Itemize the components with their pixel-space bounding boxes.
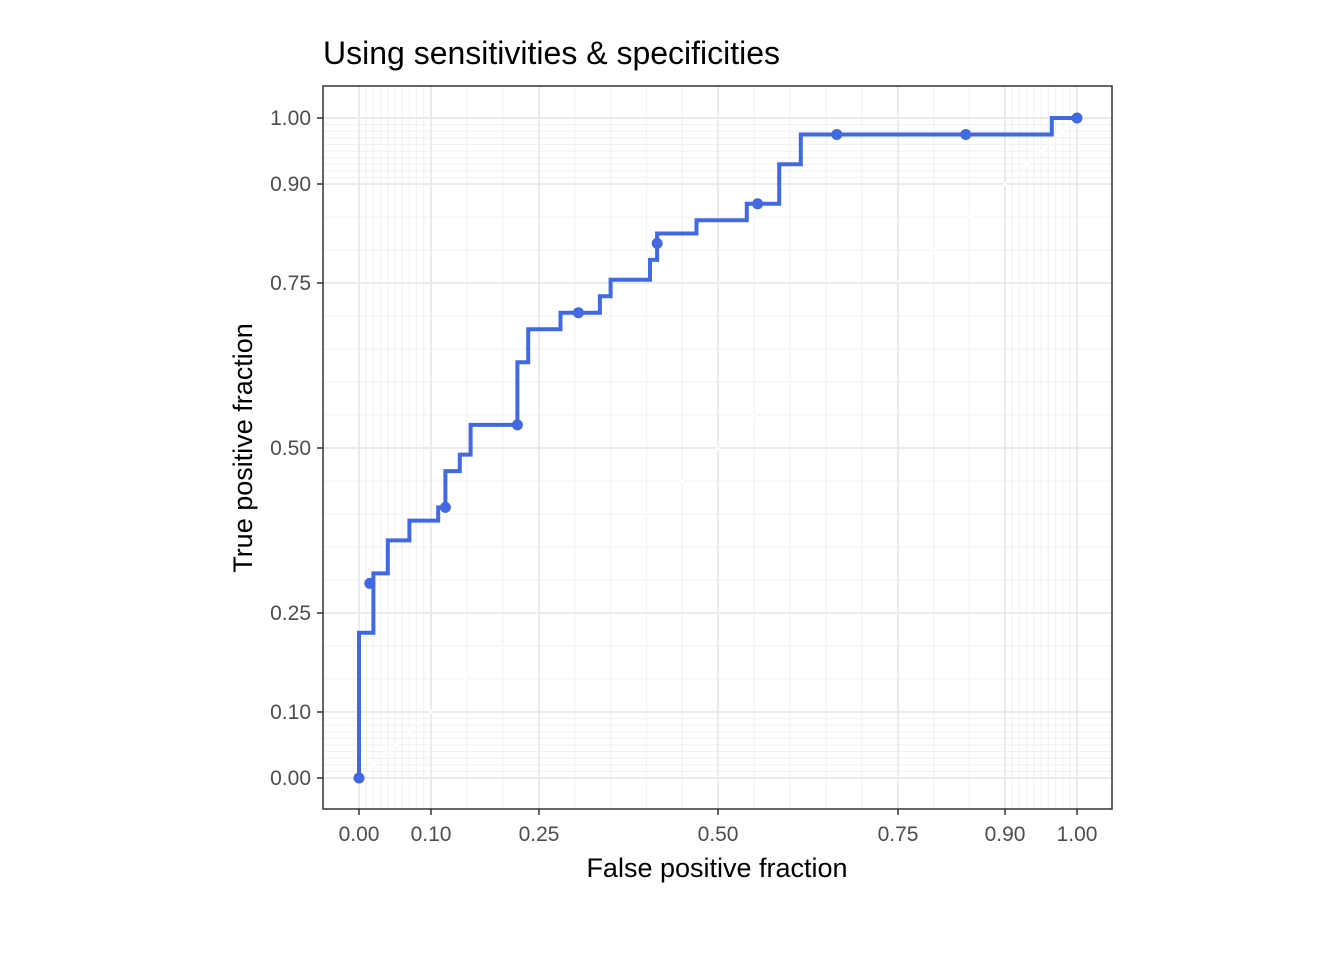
y-tick-label: 0.00 xyxy=(270,767,311,790)
roc-points xyxy=(353,112,1083,784)
diagonal-reference xyxy=(357,116,1079,780)
roc-point xyxy=(511,419,523,431)
chart-title: Using sensitivities & specificities xyxy=(323,35,780,71)
x-tick-label: 0.00 xyxy=(339,823,380,846)
x-tick-label: 1.00 xyxy=(1057,823,1098,846)
x-axis-title: False positive fraction xyxy=(586,853,847,883)
roc-point xyxy=(439,501,451,513)
roc-point xyxy=(752,198,764,210)
y-tick-label: 0.90 xyxy=(270,173,311,196)
x-tick-label: 0.50 xyxy=(698,823,739,846)
roc-point xyxy=(651,237,663,249)
y-tick-label: 0.75 xyxy=(270,272,311,295)
y-tick-label: 1.00 xyxy=(270,107,311,130)
y-tick-label: 0.25 xyxy=(270,602,311,625)
x-axis: 0.00 0.10 0.25 0.50 0.75 0.90 1.00 xyxy=(339,809,1098,846)
roc-point xyxy=(1071,112,1083,124)
roc-point xyxy=(353,772,365,784)
y-tick-label: 0.50 xyxy=(270,437,311,460)
roc-point xyxy=(364,577,376,589)
y-tick-label: 0.10 xyxy=(270,701,311,724)
x-tick-label: 0.75 xyxy=(878,823,919,846)
diagonal-line xyxy=(357,116,1079,780)
major-gridlines xyxy=(323,86,1112,809)
y-axis-title: True positive fraction xyxy=(228,323,258,573)
roc-point xyxy=(831,129,843,140)
roc-point xyxy=(572,307,584,319)
x-tick-label: 0.10 xyxy=(411,823,452,846)
roc-point xyxy=(960,129,972,140)
x-tick-label: 0.90 xyxy=(985,823,1026,846)
y-axis: 0.00 0.10 0.25 0.50 0.75 0.90 1.00 xyxy=(270,107,323,790)
x-tick-label: 0.25 xyxy=(519,823,560,846)
